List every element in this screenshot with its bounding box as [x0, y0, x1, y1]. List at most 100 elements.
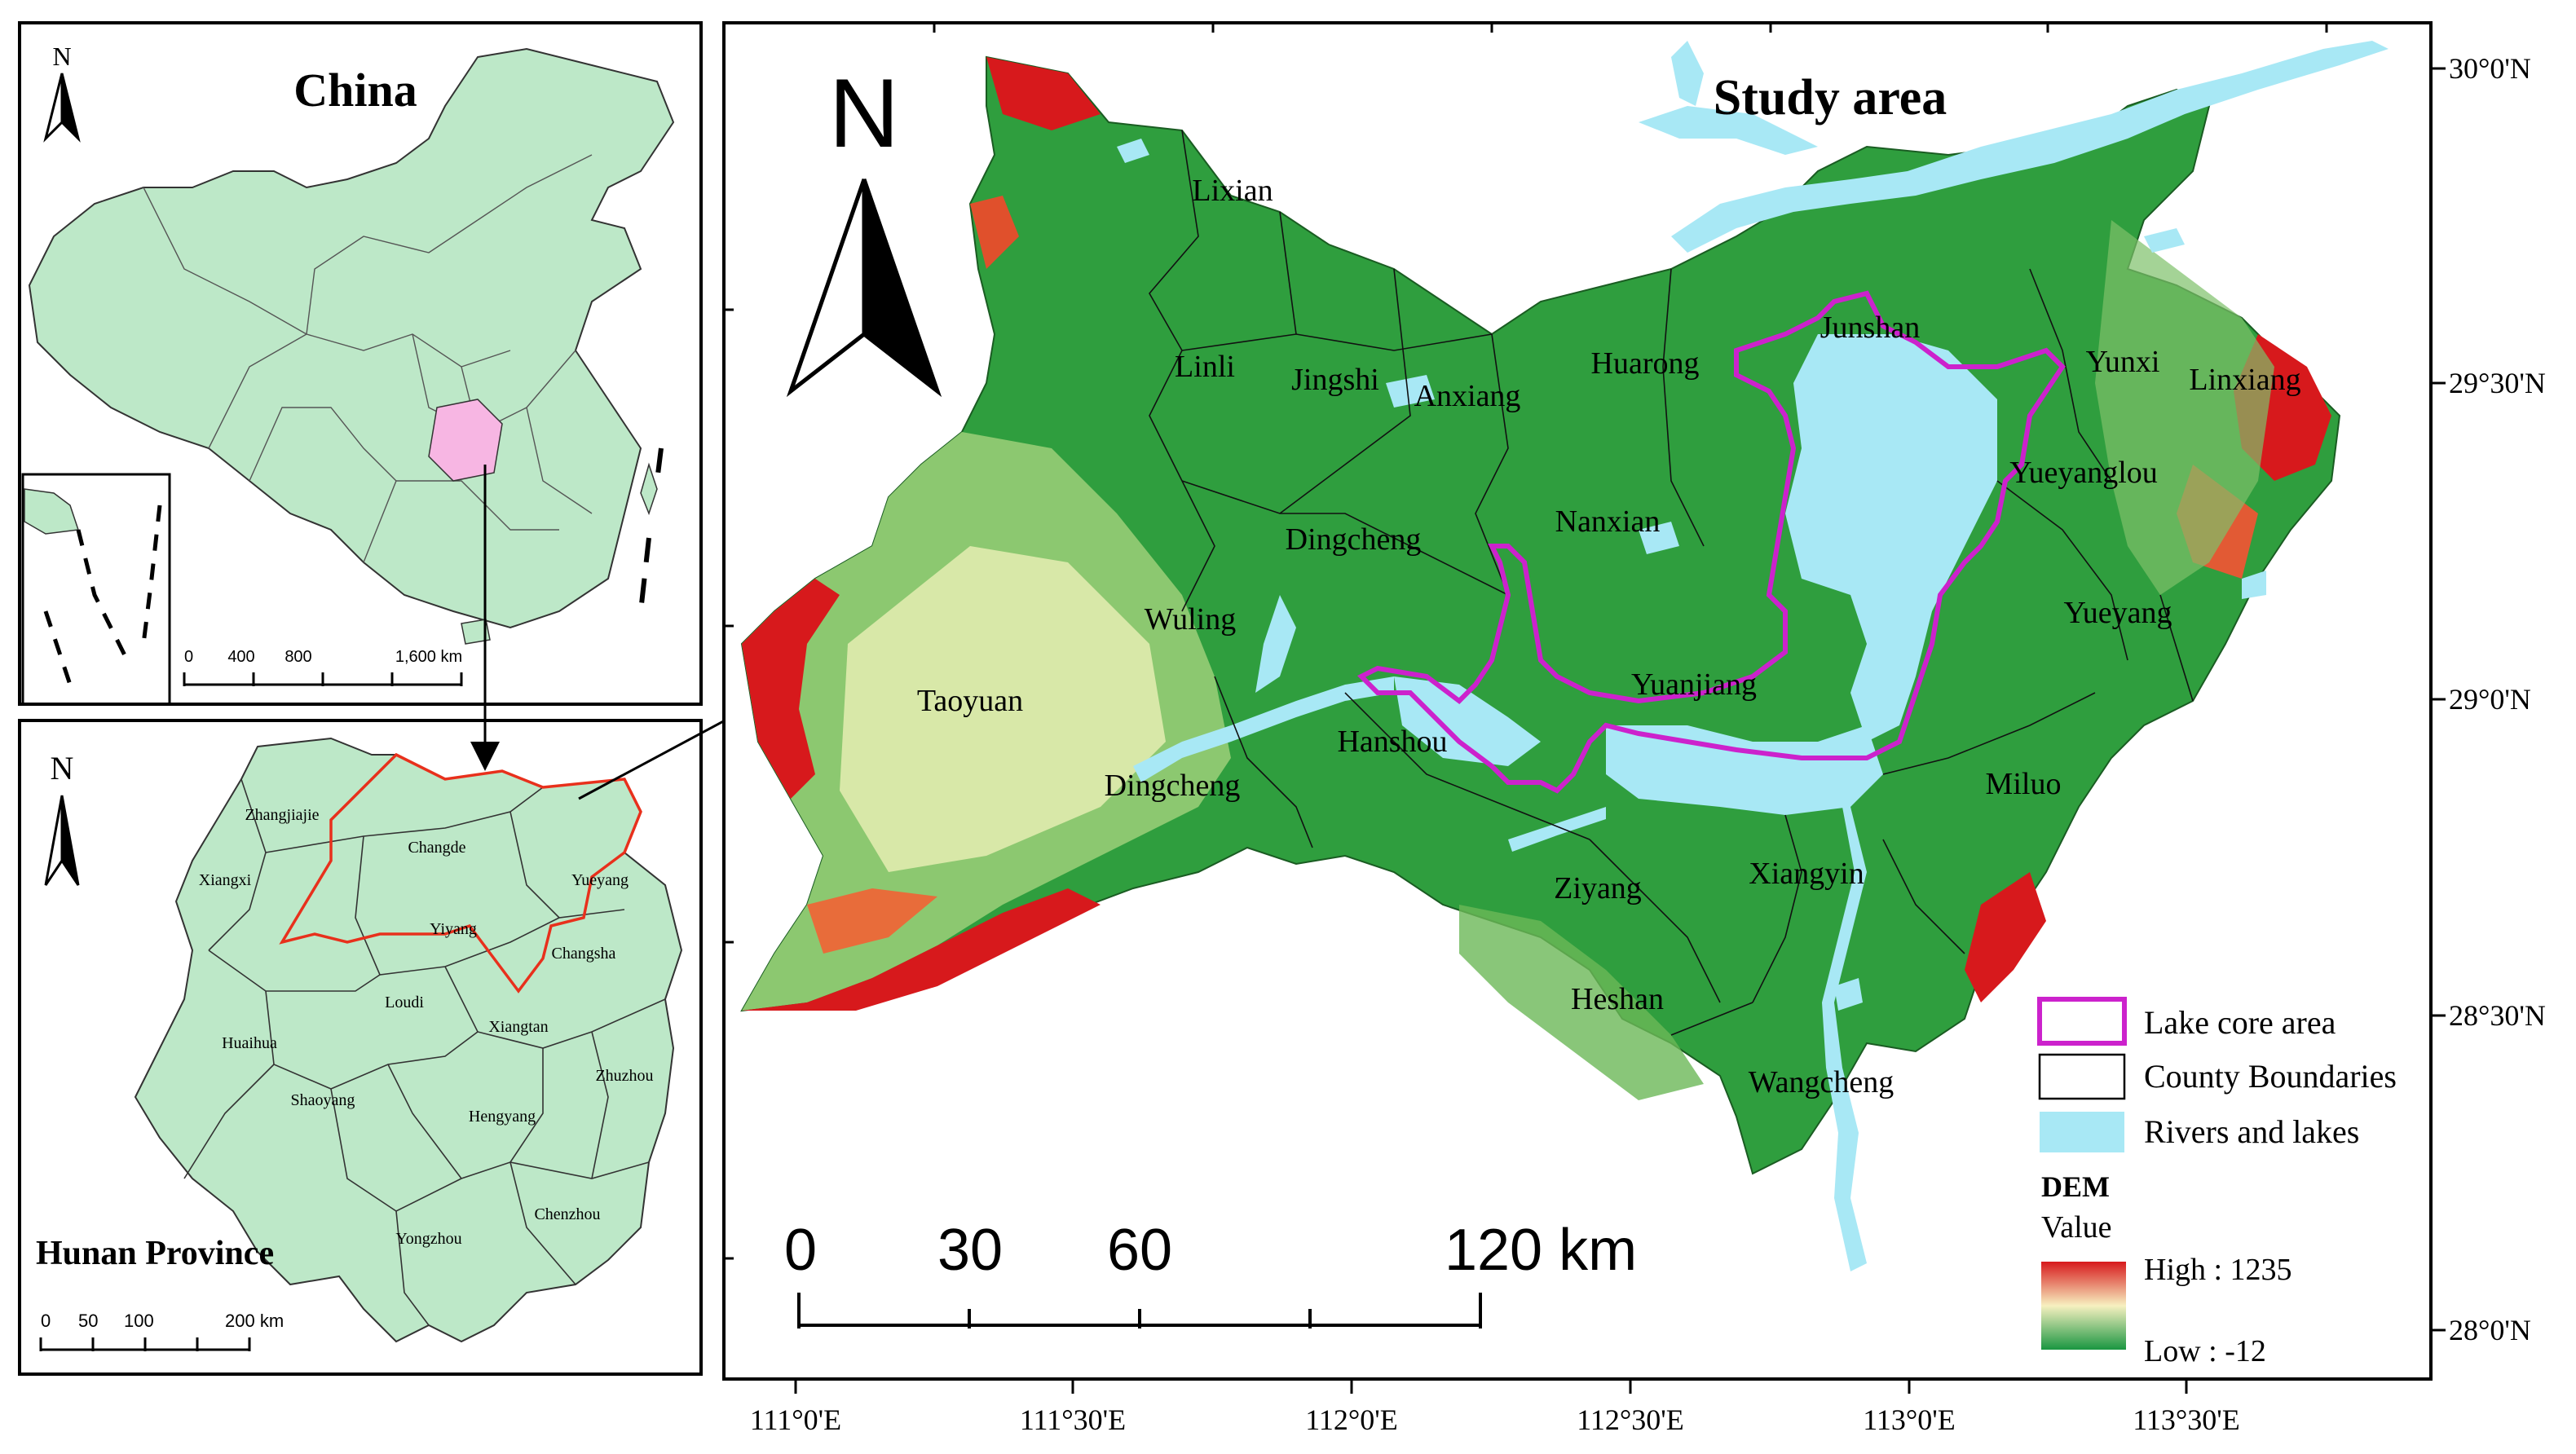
county-heshan: Heshan [1571, 982, 1664, 1016]
study-scale-bar: 0 30 60 120 km [784, 1218, 1637, 1328]
county-taoyuan: Taoyuan [917, 684, 1023, 718]
dongting-lake-south [1606, 725, 1883, 815]
hunan-highlight [428, 399, 503, 482]
legend: Lake core area County Boundaries Rivers … [2037, 997, 2397, 1368]
xiang-river [1822, 807, 1867, 1271]
legend-rivers: Rivers and lakes [2144, 1113, 2359, 1150]
county-junshan: Junshan [1820, 311, 1920, 345]
county-linli: Linli [1175, 350, 1235, 384]
eastern-uplands [2095, 220, 2274, 595]
county-yueyanglou: Yueyanglou [2009, 456, 2158, 490]
lon-112-30: 112°30'E [1577, 1403, 1684, 1436]
zi-river [1508, 807, 1606, 852]
city-shaoyang: Shaoyang [291, 1091, 355, 1109]
lat-labels: 30°0'N 29°30'N 29°0'N 28°30'N 28°0'N [2449, 52, 2546, 1346]
study-area-map: N Study area Lixian Linli Jingshi Anxian… [722, 21, 2433, 1381]
county-hanshou: Hanshou [1337, 725, 1447, 759]
taiwan-island [640, 462, 658, 516]
legend-dem-value: Value [2041, 1210, 2112, 1245]
study-north-arrow: N [786, 59, 942, 398]
lake-north-1 [1117, 139, 1149, 163]
study-scale-30: 30 [937, 1218, 1003, 1283]
county-ziyang: Ziyang [1554, 871, 1642, 905]
hunan-city-labels: Zhangjiajie Changde Xiangxi Yueyang Yiya… [199, 806, 654, 1248]
city-yiyang: Yiyang [430, 920, 477, 938]
lake-south [1834, 978, 1863, 1011]
legend-dem-gradient [2041, 1262, 2126, 1350]
china-title: China [293, 64, 417, 117]
city-xiangxi: Xiangxi [199, 871, 252, 889]
lat-29: 29°0'N [2449, 683, 2531, 716]
high-elevation-southwest [742, 888, 1101, 1011]
lat-28: 28°0'N [2449, 1314, 2531, 1346]
high-elevation-west [742, 579, 840, 799]
study-title: Study area [1714, 70, 1947, 126]
city-xiangtan: Xiangtan [488, 1018, 548, 1036]
inset-dash-line [43, 504, 162, 685]
high-elevation-nw2 [970, 196, 1019, 269]
study-area-svg: N Study area Lixian Linli Jingshi Anxian… [740, 41, 2397, 1368]
rivers-and-lakes [1117, 41, 2389, 1271]
study-scale-60: 60 [1107, 1218, 1172, 1283]
lake-central [1639, 522, 1679, 554]
hunan-scale-bar: 0 50 100 200 km [39, 1311, 284, 1351]
western-highlands-inner [840, 546, 1166, 872]
hainan-island [461, 619, 491, 645]
nine-dash-line [638, 447, 664, 612]
lake-east [2242, 571, 2266, 599]
county-linxiang: Linxiang [2189, 363, 2300, 397]
china-scale-800: 800 [285, 648, 311, 666]
lon-111-30: 111°30'E [1020, 1403, 1126, 1436]
county-boundaries [1149, 130, 2194, 1036]
lon-111: 111°0'E [750, 1403, 841, 1436]
yangtze-north-bend [1639, 106, 1818, 155]
china-scale-1600: 1,600 km [395, 648, 462, 666]
county-miluo: Miluo [1986, 767, 2062, 801]
high-elevation-northwest [986, 57, 1101, 130]
city-changsha: Changsha [552, 945, 616, 963]
river-north [1671, 41, 1704, 106]
county-labels: Lixian Linli Jingshi Anxiang Huarong Jun… [917, 174, 2301, 1099]
dongting-lake-west [1394, 676, 1541, 766]
county-xiangyin: Xiangyin [1749, 857, 1864, 891]
china-map-svg: N China 0 400 800 1,600 km [21, 42, 675, 703]
county-jingshi: Jingshi [1291, 363, 1379, 397]
city-loudi: Loudi [385, 994, 424, 1011]
county-lixian: Lixian [1192, 174, 1273, 208]
legend-dem-low: Low : -12 [2144, 1334, 2266, 1368]
southern-uplands [1459, 905, 1704, 1100]
dongting-lake-east [1785, 334, 1997, 742]
lat-30: 30°0'N [2449, 52, 2531, 85]
hunan-map-svg: Zhangjiajie Changde Xiangxi Yueyang Yiya… [36, 737, 683, 1351]
lon-112: 112°0'E [1305, 1403, 1398, 1436]
china-overview-map: N China 0 400 800 1,600 km [18, 21, 703, 706]
lake-ne [2144, 228, 2185, 253]
county-dingcheng-south: Dingcheng [1105, 769, 1241, 803]
study-scale-120: 120 km [1445, 1218, 1637, 1283]
china-scale-400: 400 [227, 648, 254, 666]
legend-swatch-county [2038, 1053, 2126, 1100]
study-scale-0: 0 [784, 1218, 817, 1283]
city-changde: Changde [408, 839, 465, 857]
county-yuanjiang: Yuanjiang [1631, 668, 1757, 702]
hunan-scale-0: 0 [41, 1311, 51, 1331]
legend-lake-core: Lake core area [2144, 1004, 2336, 1041]
hunan-scale-100: 100 [124, 1311, 154, 1331]
legend-swatch-rivers [2040, 1112, 2124, 1152]
hunan-overview-map: Zhangjiajie Changde Xiangxi Yueyang Yiya… [18, 719, 703, 1376]
hunan-scale-200: 200 km [225, 1311, 284, 1331]
lon-113: 113°0'E [1863, 1403, 1956, 1436]
legend-dem-high: High : 1235 [2144, 1253, 2292, 1287]
lat-28-30: 28°30'N [2449, 999, 2546, 1032]
city-yueyang: Yueyang [571, 871, 629, 889]
high-elevation-southeast [1965, 872, 2046, 1002]
legend-swatch-lake-core [2037, 997, 2127, 1046]
high-elevation-southwest-2 [807, 888, 937, 954]
hunan-scale-50: 50 [78, 1311, 98, 1331]
study-north-label: N [829, 59, 900, 168]
yangtze-river [1671, 41, 2389, 253]
lat-29-30: 29°30'N [2449, 367, 2546, 399]
lon-113-30: 113°30'E [2133, 1403, 2240, 1436]
river-west [1255, 595, 1296, 693]
china-north-label: N [52, 42, 71, 71]
